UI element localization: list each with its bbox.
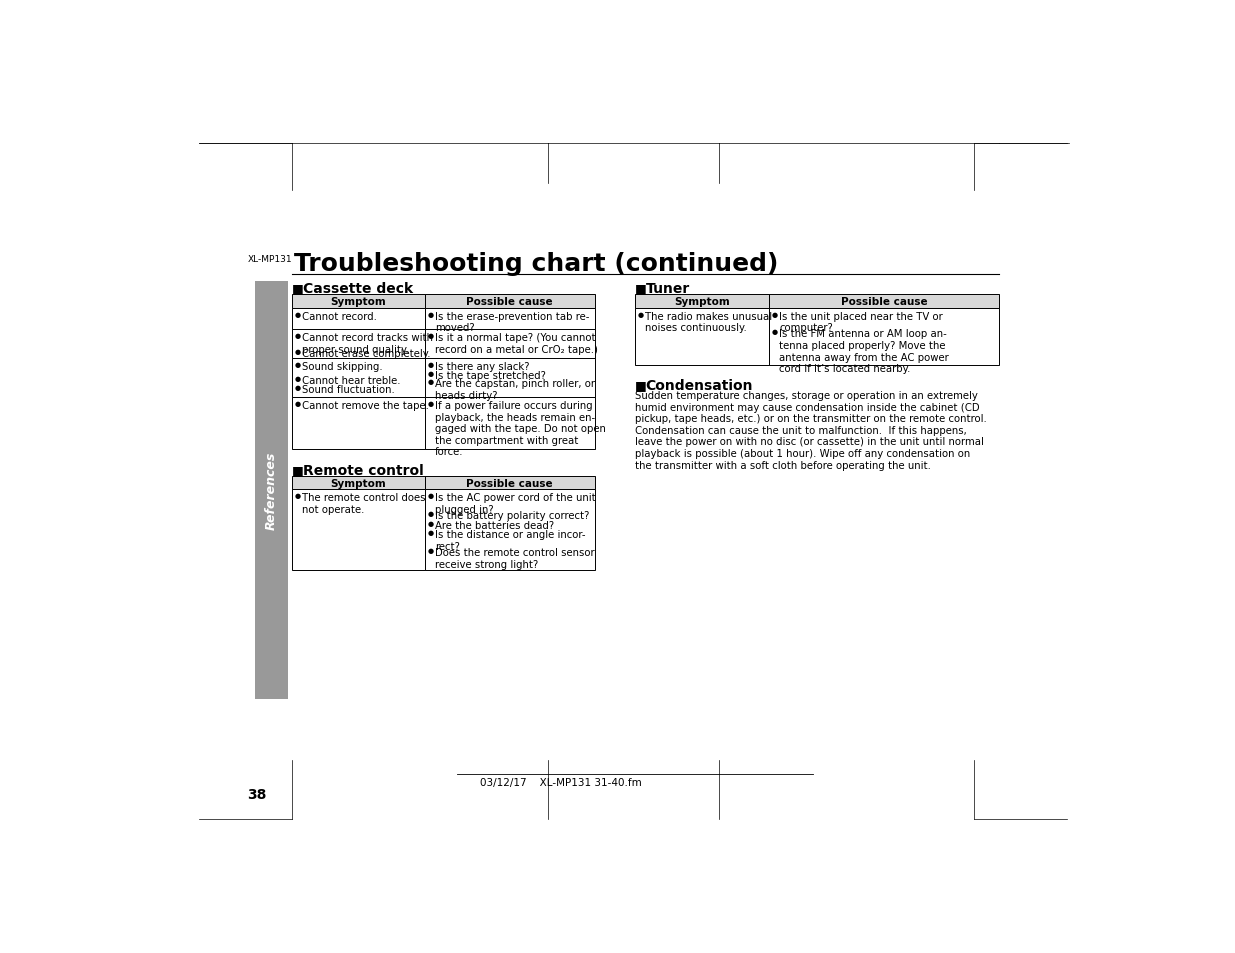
Bar (635, 308, 769, 366)
Text: Troubleshooting chart (continued): Troubleshooting chart (continued) (294, 252, 778, 275)
Text: Is the distance or angle incor-
rect?: Is the distance or angle incor- rect? (435, 530, 585, 551)
Text: ■: ■ (635, 282, 647, 295)
Text: Symptom: Symptom (331, 478, 387, 488)
Text: ●: ● (295, 333, 301, 339)
Bar (293, 476, 425, 490)
Text: ●: ● (427, 547, 433, 554)
Text: Is the FM antenna or AM loop an-
tenna placed properly? Move the
antenna away fr: Is the FM antenna or AM loop an- tenna p… (779, 329, 948, 374)
Bar (425, 308, 594, 330)
Text: ●: ● (427, 312, 433, 317)
Bar (769, 295, 999, 308)
Text: ●: ● (772, 312, 777, 317)
Bar (293, 397, 425, 450)
Text: ●: ● (427, 520, 433, 526)
Bar (256, 282, 288, 699)
Text: ●: ● (427, 379, 433, 385)
Text: Cannot erase completely.: Cannot erase completely. (303, 348, 431, 358)
Bar (425, 330, 594, 359)
Text: Is the battery polarity correct?: Is the battery polarity correct? (435, 511, 589, 520)
Text: Possible cause: Possible cause (467, 478, 553, 488)
Text: The remote control does
not operate.: The remote control does not operate. (303, 493, 426, 515)
Bar (425, 476, 594, 490)
Text: References: References (264, 452, 278, 530)
Text: Does the remote control sensor
receive strong light?: Does the remote control sensor receive s… (435, 547, 594, 569)
Text: ●: ● (637, 312, 643, 317)
Text: ●: ● (295, 400, 301, 407)
Text: Sound fluctuation.: Sound fluctuation. (303, 384, 395, 395)
Bar (635, 295, 769, 308)
Text: ■: ■ (635, 378, 647, 391)
Text: If a power failure occurs during
playback, the heads remain en-
gaged with the t: If a power failure occurs during playbac… (435, 400, 606, 456)
Text: Is the erase-prevention tab re-
moved?: Is the erase-prevention tab re- moved? (435, 312, 589, 333)
Bar (293, 359, 425, 397)
Text: ●: ● (295, 493, 301, 498)
Text: Symptom: Symptom (674, 296, 730, 307)
Text: The radio makes unusual
noises continuously.: The radio makes unusual noises continuou… (645, 312, 772, 333)
Text: Sound skipping.: Sound skipping. (303, 362, 383, 372)
Text: ●: ● (427, 511, 433, 517)
Text: Is there any slack?: Is there any slack? (435, 362, 530, 372)
Bar (425, 295, 594, 308)
Text: Cannot hear treble.: Cannot hear treble. (303, 375, 401, 386)
Text: Condensation: Condensation (646, 378, 753, 393)
Text: Is the AC power cord of the unit
plugged in?: Is the AC power cord of the unit plugged… (435, 493, 595, 515)
Text: Remote control: Remote control (303, 463, 424, 477)
Text: Are the capstan, pinch roller, or
heads dirty?: Are the capstan, pinch roller, or heads … (435, 379, 595, 400)
Text: ●: ● (295, 362, 301, 368)
Text: ●: ● (427, 371, 433, 376)
Text: Possible cause: Possible cause (467, 296, 553, 307)
Bar (425, 397, 594, 450)
Text: ●: ● (772, 329, 777, 335)
Text: Cassette deck: Cassette deck (303, 282, 414, 296)
Bar (293, 490, 425, 571)
Bar (293, 308, 425, 330)
Text: Tuner: Tuner (646, 282, 690, 296)
Text: ●: ● (295, 375, 301, 382)
Text: Is the tape stretched?: Is the tape stretched? (435, 371, 546, 380)
Text: XL-MP131: XL-MP131 (247, 255, 291, 264)
Text: Is the unit placed near the TV or
computer?: Is the unit placed near the TV or comput… (779, 312, 942, 333)
Text: ■: ■ (293, 463, 304, 476)
Text: Cannot record.: Cannot record. (303, 312, 377, 321)
Text: ●: ● (427, 333, 433, 339)
Text: ●: ● (427, 493, 433, 498)
Text: Cannot remove the tape.: Cannot remove the tape. (303, 400, 430, 411)
Bar (293, 330, 425, 359)
Text: ●: ● (427, 362, 433, 368)
Text: ●: ● (295, 348, 301, 355)
Text: ●: ● (427, 530, 433, 536)
Text: 38: 38 (247, 787, 267, 801)
Text: Sudden temperature changes, storage or operation in an extremely
humid environme: Sudden temperature changes, storage or o… (635, 391, 987, 470)
Text: Possible cause: Possible cause (841, 296, 927, 307)
Text: Cannot record tracks with
proper sound quality.: Cannot record tracks with proper sound q… (303, 333, 433, 355)
Text: ●: ● (295, 312, 301, 317)
Text: Symptom: Symptom (331, 296, 387, 307)
Bar (425, 359, 594, 397)
Bar (293, 295, 425, 308)
Bar (425, 490, 594, 571)
Text: ●: ● (295, 384, 301, 391)
Bar (769, 308, 999, 366)
Text: ●: ● (427, 400, 433, 407)
Text: Are the batteries dead?: Are the batteries dead? (435, 520, 555, 530)
Text: 03/12/17    XL-MP131 31-40.fm: 03/12/17 XL-MP131 31-40.fm (480, 778, 642, 787)
Text: Is it a normal tape? (You cannot
record on a metal or CrO₂ tape.): Is it a normal tape? (You cannot record … (435, 333, 598, 355)
Text: ■: ■ (293, 282, 304, 295)
